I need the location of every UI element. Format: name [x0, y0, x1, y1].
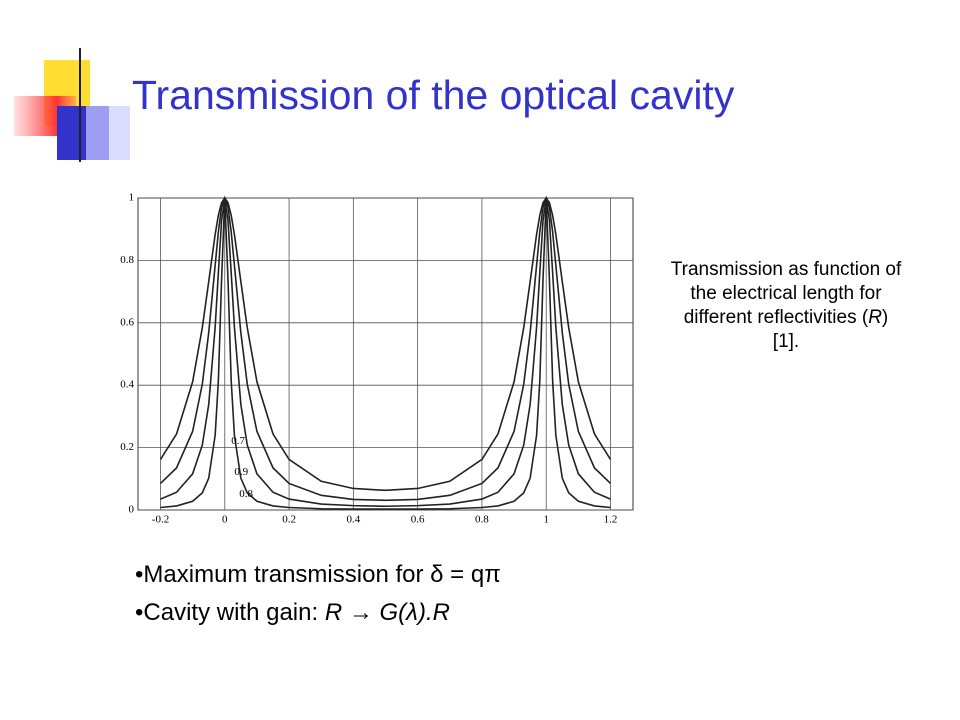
x-tick-label: 0.2	[282, 514, 296, 526]
bullet-list: Maximum transmission for δ = qπ Cavity w…	[135, 556, 501, 632]
x-tick-label: 0.4	[346, 514, 360, 526]
caption-text: Transmission as function of the electric…	[670, 259, 902, 328]
curve-label: 0.7	[231, 435, 245, 447]
y-tick-label: 0.6	[120, 316, 134, 328]
chart: 0 0.2 0.4 0.6 0.8 1 -0.2 0 0.2 0.4 0.6 0.8 1 1.2 0.9 0.…	[120, 192, 634, 526]
curve	[160, 197, 611, 508]
x-tick-label: 0.6	[411, 514, 425, 526]
curve	[159, 196, 612, 492]
bullet-text: Maximum transmission for δ = qπ	[143, 561, 501, 588]
x-tick-label: 0	[222, 514, 228, 526]
x-tick-label: -0.2	[152, 514, 169, 526]
caption-text: ) [1].	[772, 307, 889, 352]
curve-label: 0.8	[239, 488, 253, 500]
x-tick-label: 1.2	[604, 514, 618, 526]
y-tick-label: 1	[129, 192, 135, 204]
bullet: Maximum transmission for δ = qπ	[135, 556, 501, 594]
deco-square	[86, 106, 130, 160]
curve-label: 0.9	[234, 466, 248, 478]
y-tick-label: 0.8	[120, 254, 134, 266]
y-tick-label: 0	[129, 504, 135, 516]
curve	[159, 195, 612, 502]
bullet: Cavity with gain: R → G(λ).R	[135, 594, 501, 632]
slide-title: Transmission of the optical cavity	[132, 72, 735, 118]
caption-text: R	[868, 307, 882, 328]
bullet-text: Cavity with gain:	[143, 599, 325, 626]
x-tick-label: 0.8	[475, 514, 489, 526]
y-tick-label: 0.4	[120, 379, 134, 391]
curve	[160, 197, 611, 510]
bullet-text: R → G(λ).R	[324, 599, 450, 626]
y-tick-label: 0.2	[120, 441, 134, 453]
caption: Transmission as function of the electric…	[670, 258, 902, 354]
x-tick-label: 1	[543, 514, 549, 526]
